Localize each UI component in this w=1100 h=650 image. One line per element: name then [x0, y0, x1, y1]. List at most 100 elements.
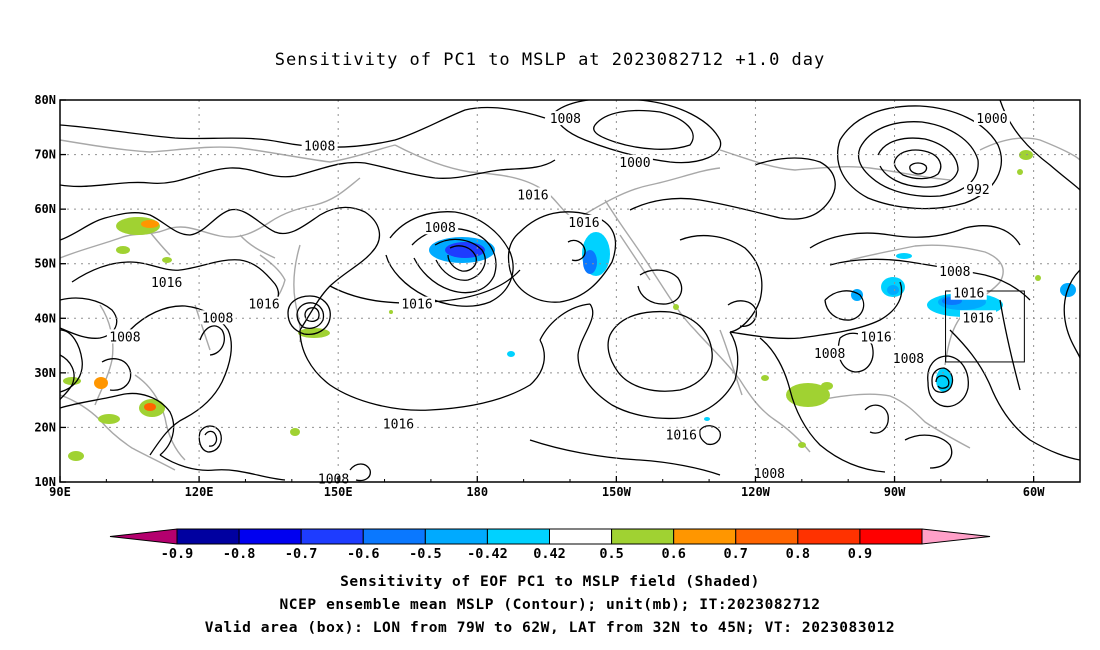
lon-tick-label: 120E — [185, 485, 214, 499]
shade-blob — [507, 351, 515, 357]
colorbar-label: -0.9 — [161, 546, 194, 562]
lon-tick-label: 90W — [884, 485, 906, 499]
contour-label-bg — [751, 465, 788, 480]
shade-blob — [63, 377, 81, 385]
contour-label-bg — [858, 329, 894, 344]
contour-label-bg — [422, 220, 459, 235]
shade-blob — [141, 220, 159, 228]
shade-blob — [389, 310, 393, 314]
shade-blob — [896, 253, 912, 259]
contour-label: 1008 — [814, 347, 845, 362]
contour-label-bg — [148, 274, 185, 289]
lon-tick-label: 150E — [324, 485, 353, 499]
shade-blob — [94, 377, 108, 389]
colorbar-label: 0.7 — [724, 546, 748, 562]
colorbar-extend-low — [109, 528, 178, 545]
lat-tick-label: 50N — [34, 257, 56, 271]
contour-label: 1016 — [517, 189, 548, 204]
lon-tick-label: 150W — [602, 485, 632, 499]
colorbar-bin — [859, 528, 923, 545]
lat-tick-label: 80N — [34, 93, 56, 107]
colorbar-label: -0.7 — [285, 546, 318, 562]
contour-label-bg — [663, 427, 700, 442]
contour-label-bg — [973, 111, 1010, 126]
lat-tick-label: 40N — [34, 311, 56, 325]
colorbar-extend-high — [921, 528, 991, 545]
contour-label-bg — [950, 285, 987, 300]
contour-label-bg — [616, 154, 653, 169]
contour-label-bg — [565, 214, 602, 229]
coastlines — [60, 137, 1080, 471]
contour-label-bg — [399, 296, 435, 311]
contour-label-bg — [199, 310, 236, 325]
colorbar-bin — [611, 528, 675, 545]
shade-blob — [851, 289, 863, 301]
plot-title: Sensitivity of PC1 to MSLP at 2023082712… — [274, 50, 826, 70]
colorbar-bin — [300, 528, 364, 545]
contour-label: 1008 — [425, 221, 456, 236]
colorbar-label: 0.9 — [848, 546, 872, 562]
shade-blob — [887, 285, 899, 295]
lat-tick-label: 70N — [34, 148, 56, 162]
gridlines — [60, 100, 1080, 482]
colorbar-label: -0.6 — [347, 546, 380, 562]
caption-line-1: Sensitivity of EOF PC1 to MSLP field (Sh… — [340, 574, 760, 590]
colorbar-bin — [549, 528, 613, 545]
contour-label: 1016 — [383, 418, 414, 433]
shade-blob — [116, 246, 130, 254]
contour-label: 1000 — [976, 112, 1007, 127]
contour-label-bg — [301, 138, 338, 153]
contour-label: 1008 — [318, 472, 349, 487]
contour-label-bg — [547, 111, 584, 126]
contour-label: 1008 — [304, 139, 335, 154]
lon-tick-label: 60W — [1023, 485, 1045, 499]
shade-blob — [786, 383, 830, 407]
map-frame — [59, 99, 1081, 483]
contour-labels: 1008100810001016101610081000992100810161… — [106, 111, 1010, 487]
contour-label-bg — [936, 263, 973, 278]
shade-blob — [583, 250, 597, 274]
contour-label-bg — [246, 296, 282, 311]
contour-label: 992 — [966, 183, 989, 198]
caption-line-2: NCEP ensemble mean MSLP (Contour); unit(… — [279, 597, 821, 613]
contour-label: 1008 — [202, 311, 233, 326]
colorbar-bin — [486, 528, 550, 545]
shade-blob — [821, 382, 833, 390]
colorbar-bin — [238, 528, 302, 545]
lat-tick-label: 20N — [34, 420, 56, 434]
contour-label-bg — [890, 351, 927, 366]
contour-label: 1016 — [568, 216, 599, 231]
contour-label: 1008 — [550, 112, 581, 127]
contour-label: 1016 — [860, 330, 891, 345]
shade-blob — [144, 403, 156, 411]
shade-blob — [761, 375, 769, 381]
lon-tick-label: 90E — [49, 485, 71, 499]
shade-blob — [445, 242, 485, 258]
shade-blob — [98, 414, 120, 424]
contour-label: 1016 — [666, 429, 697, 444]
contour-label-bg — [811, 345, 848, 360]
colorbar-label: -0.5 — [409, 546, 442, 562]
colorbar-bin — [176, 528, 240, 545]
colorbar-label: -0.42 — [467, 546, 508, 562]
shade-blob — [1017, 169, 1023, 175]
colorbar-label: 0.8 — [786, 546, 810, 562]
contour-label: 1016 — [151, 276, 182, 291]
shade-blob — [68, 451, 84, 461]
contour-label: 1016 — [962, 311, 993, 326]
shade-blob — [673, 304, 679, 310]
contour-label: 1008 — [754, 467, 785, 482]
contour-label: 1008 — [893, 352, 924, 367]
colorbar-bin — [362, 528, 426, 545]
caption-line-3: Valid area (box): LON from 79W to 62W, L… — [204, 620, 896, 636]
contour-label: 1016 — [953, 287, 984, 302]
shade-blob — [798, 442, 806, 448]
contour-label-bg — [964, 182, 992, 197]
contour-label-bg — [514, 187, 551, 202]
colorbar-bin — [735, 528, 799, 545]
contour-label: 1016 — [401, 298, 432, 313]
lon-tick-label: 120W — [741, 485, 771, 499]
colorbar-label: -0.8 — [223, 546, 256, 562]
contour-label: 1008 — [109, 330, 140, 345]
